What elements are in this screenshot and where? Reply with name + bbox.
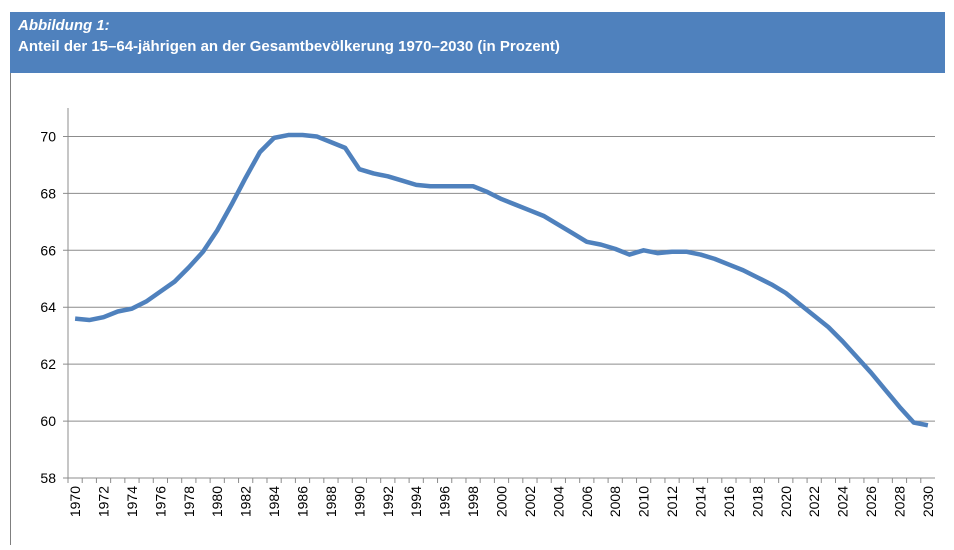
x-tick-label: 2016 xyxy=(721,486,737,517)
x-tick-label: 2012 xyxy=(664,486,680,517)
x-tick-label: 2018 xyxy=(749,486,765,517)
y-tick-label: 60 xyxy=(40,413,56,429)
x-tick-label: 1996 xyxy=(437,486,453,517)
x-tick-label: 1990 xyxy=(351,486,367,517)
x-tick-label: 1994 xyxy=(408,486,424,517)
x-tick-label: 1970 xyxy=(67,486,83,517)
x-tick-label: 2022 xyxy=(806,486,822,517)
header-bar xyxy=(10,12,945,73)
x-tick-label: 2004 xyxy=(550,486,566,517)
chart-title: Anteil der 15–64-jährigen an der Gesamtb… xyxy=(18,38,560,55)
x-tick-label: 1988 xyxy=(323,486,339,517)
x-tick-label: 1978 xyxy=(181,486,197,517)
x-tick-label: 1972 xyxy=(96,486,112,517)
x-tick-label: 2002 xyxy=(522,486,538,517)
y-tick-label: 64 xyxy=(40,299,56,315)
figure-label: Abbildung 1: xyxy=(17,17,110,34)
y-tick-label: 68 xyxy=(40,185,56,201)
x-tick-label: 2026 xyxy=(863,486,879,517)
x-tick-label: 1974 xyxy=(124,486,140,517)
x-tick-label: 2000 xyxy=(494,486,510,517)
x-tick-label: 2020 xyxy=(778,486,794,517)
x-tick-label: 1984 xyxy=(266,486,282,517)
x-tick-label: 1998 xyxy=(465,486,481,517)
x-tick-label: 1986 xyxy=(295,486,311,517)
x-tick-label: 2024 xyxy=(835,486,851,517)
x-tick-label: 2028 xyxy=(891,486,907,517)
x-tick-label: 2014 xyxy=(692,486,708,517)
y-tick-label: 70 xyxy=(40,128,56,144)
x-tick-label: 2030 xyxy=(920,486,936,517)
x-tick-label: 1992 xyxy=(380,486,396,517)
x-tick-label: 1982 xyxy=(238,486,254,517)
x-tick-label: 1980 xyxy=(209,486,225,517)
y-tick-label: 66 xyxy=(40,242,56,258)
y-tick-label: 62 xyxy=(40,356,56,372)
x-tick-label: 2008 xyxy=(607,486,623,517)
x-tick-label: 1976 xyxy=(152,486,168,517)
x-tick-label: 2006 xyxy=(579,486,595,517)
y-tick-label: 58 xyxy=(40,470,56,486)
data-line xyxy=(74,132,929,428)
x-tick-label: 2010 xyxy=(636,486,652,517)
